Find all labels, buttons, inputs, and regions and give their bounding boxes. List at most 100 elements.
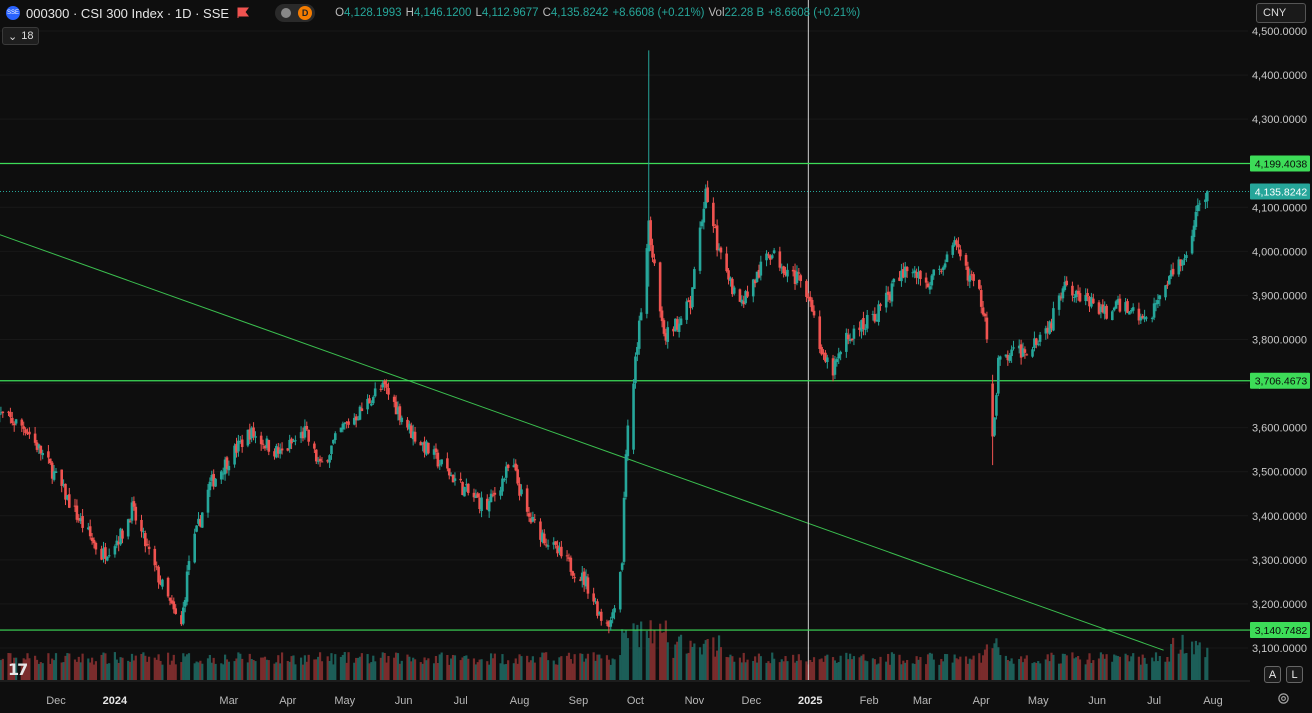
volume-bar bbox=[180, 662, 183, 680]
tradingview-logo[interactable]: 17 bbox=[8, 660, 28, 679]
volume-bar bbox=[507, 660, 510, 680]
volume-bar bbox=[220, 663, 223, 680]
volume-bar bbox=[260, 657, 263, 680]
candle-body bbox=[622, 497, 626, 562]
candle-body bbox=[195, 525, 198, 532]
volume-bar bbox=[985, 644, 989, 680]
candle-body bbox=[618, 571, 622, 610]
volume-bar bbox=[533, 662, 536, 680]
candle-body bbox=[352, 417, 356, 425]
candle-body bbox=[52, 471, 56, 480]
candle-body bbox=[529, 518, 533, 523]
volume-bar bbox=[1058, 663, 1061, 680]
volume-bar bbox=[146, 661, 149, 680]
symbol-title[interactable]: 000300 · CSI 300 Index · 1D · SSE bbox=[26, 5, 230, 21]
ohlc-value: 4,128.1993 bbox=[344, 7, 402, 19]
volume-bar bbox=[605, 655, 609, 680]
candle-body bbox=[472, 492, 476, 498]
candle-body bbox=[398, 406, 402, 421]
auto-scale-button[interactable]: A bbox=[1264, 666, 1281, 683]
candle-body bbox=[886, 291, 890, 295]
currency-select[interactable]: CNY bbox=[1256, 3, 1306, 23]
volume-bar bbox=[174, 664, 177, 680]
candle-body bbox=[1019, 344, 1023, 358]
log-scale-button[interactable]: L bbox=[1286, 666, 1303, 683]
candle-body bbox=[290, 438, 293, 444]
candle-body bbox=[1021, 348, 1025, 357]
candle-body bbox=[765, 253, 768, 261]
candle-body bbox=[318, 458, 322, 461]
volume-bar bbox=[676, 641, 679, 680]
candle-body bbox=[77, 518, 81, 521]
volume-bar bbox=[49, 663, 52, 680]
volume-bar bbox=[888, 664, 892, 680]
volume-bar bbox=[1033, 662, 1036, 680]
candle-body bbox=[294, 440, 297, 442]
volume-bar bbox=[795, 660, 799, 680]
candle-body bbox=[259, 435, 263, 445]
volume-bar bbox=[1052, 654, 1055, 680]
volume-bar bbox=[704, 640, 707, 680]
volume-bar bbox=[273, 663, 276, 680]
volume-bar bbox=[792, 654, 795, 680]
candle-body bbox=[662, 320, 666, 334]
candle-body bbox=[759, 261, 763, 276]
candle-body bbox=[396, 407, 400, 415]
candle-body bbox=[738, 289, 742, 302]
volume-bar bbox=[560, 656, 563, 680]
candle-body bbox=[254, 436, 257, 438]
candle-body bbox=[385, 383, 388, 388]
candle-body bbox=[727, 270, 730, 280]
volume-bar bbox=[1141, 654, 1144, 680]
volume-bar bbox=[911, 663, 914, 680]
candle-body bbox=[554, 541, 557, 545]
volume-bar bbox=[398, 663, 401, 680]
volume-bar bbox=[527, 662, 531, 680]
x-tick-label: Mar bbox=[219, 695, 238, 707]
candle-body bbox=[598, 612, 601, 615]
candle-body bbox=[26, 432, 29, 434]
candle-body bbox=[679, 318, 683, 325]
candle-body bbox=[634, 356, 637, 384]
symbol-logo-icon[interactable]: SSE bbox=[6, 6, 20, 20]
candle-body bbox=[1183, 258, 1186, 260]
volume-bar bbox=[144, 655, 147, 680]
y-tick-label: 3,600.0000 bbox=[1252, 423, 1307, 435]
volume-bar bbox=[307, 654, 310, 680]
ohlc-value: 22.28 B bbox=[724, 7, 765, 19]
flag-icon[interactable] bbox=[237, 7, 250, 19]
candle-body bbox=[107, 555, 111, 557]
indicator-toggle-button[interactable]: ⌄ 18 bbox=[2, 27, 40, 45]
volume-bar bbox=[1010, 658, 1013, 680]
candle-body bbox=[280, 448, 284, 451]
candle-body bbox=[1105, 305, 1108, 319]
volume-bar bbox=[421, 663, 424, 680]
volume-bar bbox=[275, 662, 278, 680]
volume-bar bbox=[822, 661, 825, 680]
candle-body bbox=[826, 357, 829, 363]
volume-bar bbox=[393, 657, 396, 680]
candle-body bbox=[197, 518, 200, 524]
gear-icon[interactable] bbox=[1277, 692, 1290, 705]
volume-bar bbox=[383, 652, 386, 680]
volume-bar bbox=[1065, 655, 1068, 680]
candle-body bbox=[90, 537, 94, 542]
candle-body bbox=[725, 253, 728, 272]
candle-body bbox=[740, 299, 744, 304]
x-tick-label: Feb bbox=[860, 695, 879, 707]
volume-bar bbox=[712, 637, 715, 680]
current-price-label: 4,135.8242 bbox=[1255, 186, 1308, 198]
candle-body bbox=[104, 547, 107, 559]
volume-bar bbox=[573, 654, 576, 680]
candle-body bbox=[620, 563, 624, 570]
candle-body bbox=[1154, 303, 1158, 305]
volume-bar bbox=[925, 664, 928, 680]
candle-body bbox=[746, 291, 749, 297]
volume-bar bbox=[241, 658, 244, 680]
candle-body bbox=[903, 266, 907, 278]
candle-body bbox=[993, 417, 996, 436]
market-status-pill[interactable]: D bbox=[275, 4, 316, 22]
candle-body bbox=[607, 621, 611, 627]
volume-bar bbox=[672, 657, 675, 680]
